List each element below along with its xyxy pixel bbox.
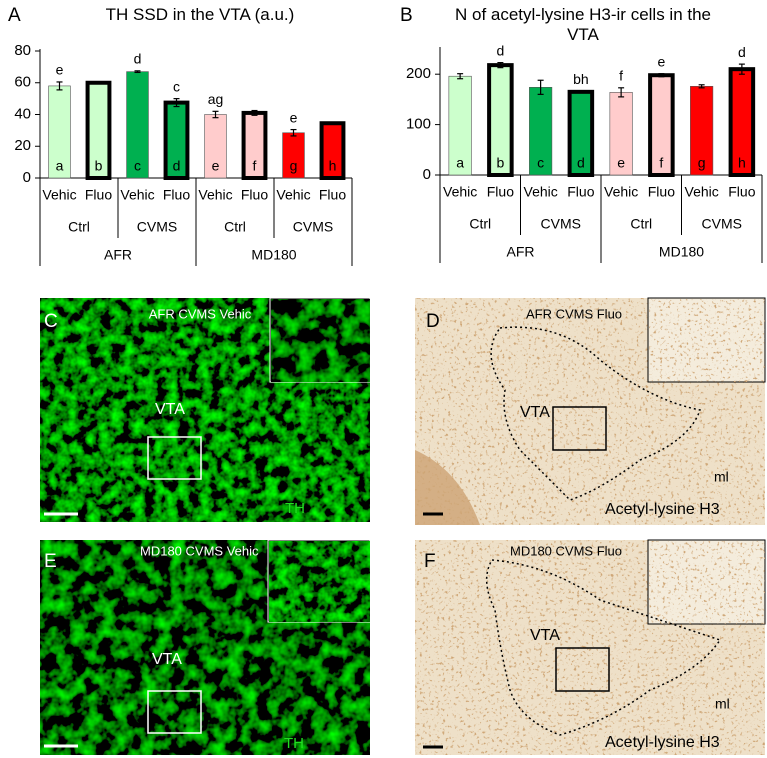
- region-label: VTA: [530, 627, 560, 644]
- y-tick-label: 0: [423, 166, 431, 183]
- group-label: Ctrl: [224, 219, 246, 235]
- significance-label: d: [738, 44, 746, 60]
- bar-label: f: [659, 155, 663, 171]
- group-label: CVMS: [702, 216, 742, 232]
- landmark-label: ml: [715, 696, 730, 712]
- group-label: Ctrl: [68, 219, 90, 235]
- bar-label: a: [56, 158, 64, 174]
- title-line: VTA: [567, 25, 599, 44]
- bar-label: h: [738, 155, 746, 171]
- y-tick-label: 60: [14, 74, 31, 91]
- x-tick-label: Fluo: [648, 184, 675, 200]
- bar-label: f: [253, 158, 257, 174]
- bar-label: b: [95, 158, 103, 174]
- bar-label: a: [456, 155, 464, 171]
- bar-label: c: [134, 158, 141, 174]
- significance-label: ag: [208, 91, 224, 107]
- x-tick-label: Fluo: [728, 184, 755, 200]
- image-caption: AFR CVMS Vehic: [149, 306, 252, 321]
- x-tick-label: Vehic: [42, 187, 76, 203]
- region-label: VTA: [520, 404, 550, 421]
- chart-title: N of acetyl-lysine H3-ir cells in the VTA: [455, 5, 711, 44]
- panel-label: C: [44, 311, 58, 332]
- y-tick-label: 80: [14, 42, 31, 59]
- x-tick-label: Vehic: [276, 187, 310, 203]
- y-tick-label: 40: [14, 105, 31, 122]
- micrograph-f: F MD180 CVMS Fluo VTA ml Acetyl-lysine H…: [415, 539, 766, 755]
- x-tick-label: Fluo: [85, 187, 112, 203]
- bar-label: e: [617, 155, 625, 171]
- x-tick-label: Fluo: [163, 187, 190, 203]
- bar-label: g: [698, 155, 706, 171]
- group-label: CVMS: [137, 219, 177, 235]
- bar-label: d: [577, 155, 585, 171]
- panel-label: B: [400, 5, 413, 26]
- panel-label: F: [424, 551, 436, 572]
- landmark-label: ml: [714, 469, 729, 485]
- stain-label: Acetyl-lysine H3: [605, 501, 720, 518]
- x-tick-label: Vehic: [604, 184, 638, 200]
- image-caption: MD180 CVMS Fluo: [510, 543, 622, 558]
- x-tick-label: Vehic: [443, 184, 477, 200]
- supergroup-label: AFR: [104, 247, 132, 263]
- bar-label: d: [173, 158, 181, 174]
- significance-label: e: [657, 53, 665, 69]
- stain-label: TH: [285, 500, 305, 517]
- bar-label: c: [537, 155, 544, 171]
- bar-label: g: [290, 158, 298, 174]
- region-label: VTA: [152, 651, 182, 668]
- panel-label: E: [44, 551, 57, 572]
- title-line: TH SSD in the VTA (a.u.): [106, 5, 295, 24]
- x-tick-label: Fluo: [319, 187, 346, 203]
- stain-label: TH: [284, 735, 304, 752]
- stain-label: Acetyl-lysine H3: [605, 734, 720, 751]
- x-tick-label: Fluo: [487, 184, 514, 200]
- x-tick-label: Vehic: [198, 187, 232, 203]
- supergroup-label: AFR: [507, 244, 535, 260]
- y-tick-label: 20: [14, 137, 31, 154]
- significance-label: e: [290, 109, 298, 125]
- chart-title: TH SSD in the VTA (a.u.): [106, 5, 295, 24]
- image-caption: AFR CVMS Fluo: [526, 306, 622, 321]
- significance-label: f: [619, 68, 623, 84]
- x-tick-label: Vehic: [685, 184, 719, 200]
- significance-label: d: [496, 42, 504, 58]
- bar-label: h: [329, 158, 337, 174]
- significance-label: c: [173, 78, 180, 94]
- supergroup-label: MD180: [659, 244, 704, 260]
- x-tick-label: Fluo: [567, 184, 594, 200]
- y-tick-label: 200: [406, 65, 431, 82]
- y-tick-label: 100: [406, 116, 431, 133]
- x-tick-label: Vehic: [524, 184, 558, 200]
- micrograph-e: E MD180 CVMS Vehic VTA TH: [40, 539, 371, 755]
- bar-label: b: [496, 155, 504, 171]
- group-label: CVMS: [541, 216, 581, 232]
- group-label: Ctrl: [630, 216, 652, 232]
- title-line: N of acetyl-lysine H3-ir cells in the: [455, 5, 711, 24]
- region-label: VTA: [155, 401, 185, 418]
- significance-label: e: [56, 62, 64, 78]
- panel-label: A: [8, 5, 21, 26]
- micrograph-d: D AFR CVMS Fluo VTA ml Acetyl-lysine H3: [415, 297, 766, 525]
- x-tick-label: Fluo: [241, 187, 268, 203]
- supergroup-label: MD180: [251, 247, 296, 263]
- significance-label: d: [134, 51, 142, 67]
- significance-label: bh: [573, 71, 589, 87]
- y-tick-label: 0: [23, 169, 31, 186]
- panel-label: D: [426, 311, 440, 332]
- micrograph-c: C AFR CVMS Vehic VTA TH: [40, 297, 371, 522]
- group-label: Ctrl: [469, 216, 491, 232]
- group-label: CVMS: [293, 219, 333, 235]
- image-caption: MD180 CVMS Vehic: [140, 543, 259, 558]
- bar-label: e: [212, 158, 220, 174]
- x-tick-label: Vehic: [120, 187, 154, 203]
